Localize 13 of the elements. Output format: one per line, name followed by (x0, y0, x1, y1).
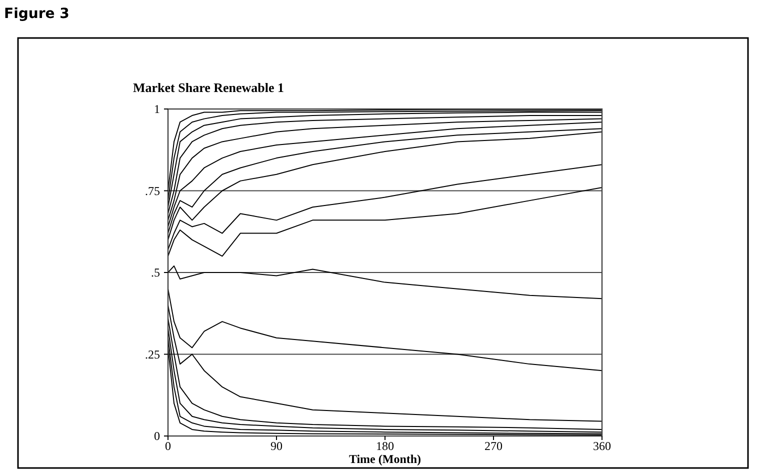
x-tick-label: 360 (593, 439, 611, 453)
y-tick-label: 1 (154, 102, 160, 116)
x-tick-label: 180 (376, 439, 394, 453)
y-tick-label: .5 (151, 266, 160, 280)
x-tick-label: 90 (270, 439, 282, 453)
x-axis-title: Time (Month) (348, 452, 422, 466)
caption: Figure 3 (4, 6, 70, 22)
y-tick-label: .25 (145, 347, 160, 362)
y-tick-label: .75 (145, 184, 160, 198)
x-tick-label: 0 (165, 439, 171, 453)
x-tick-label: 270 (484, 439, 502, 453)
y-tick-label: 0 (154, 429, 160, 443)
chart-title: Market Share Renewable 1 (133, 80, 284, 95)
